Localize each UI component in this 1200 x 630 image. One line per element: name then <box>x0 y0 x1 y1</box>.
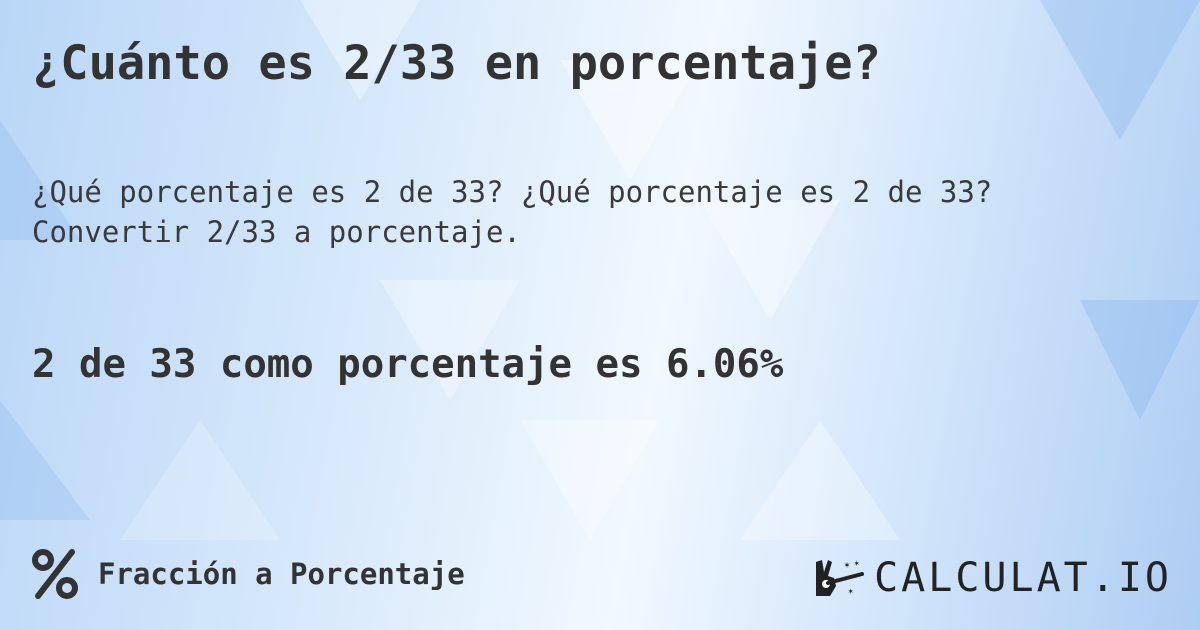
magic-hand-icon: ✶ ✶ ✶ <box>816 559 865 597</box>
calculat-io-logo[interactable]: ✶ ✶ ✶ CALCULAT.IO <box>812 555 1172 601</box>
description-line: ¿Qué porcentaje es 2 de 33? ¿Qué porcent… <box>32 175 993 209</box>
category-link[interactable]: Fracción a Porcentaje <box>30 548 465 600</box>
svg-text:✶: ✶ <box>854 559 860 569</box>
svg-text:✶: ✶ <box>844 560 850 571</box>
svg-text:✶: ✶ <box>848 587 854 597</box>
percent-icon <box>32 549 78 599</box>
result-text: 2 de 33 como porcentaje es 6.06% <box>32 342 784 387</box>
description: ¿Qué porcentaje es 2 de 33? ¿Qué porcent… <box>32 172 992 252</box>
logo-text: CALCULAT.IO <box>874 555 1172 601</box>
description-line: Convertir 2/33 a porcentaje. <box>32 215 521 249</box>
category-label: Fracción a Porcentaje <box>98 557 465 591</box>
page-title: ¿Cuánto es 2/33 en porcentaje? <box>32 36 881 91</box>
